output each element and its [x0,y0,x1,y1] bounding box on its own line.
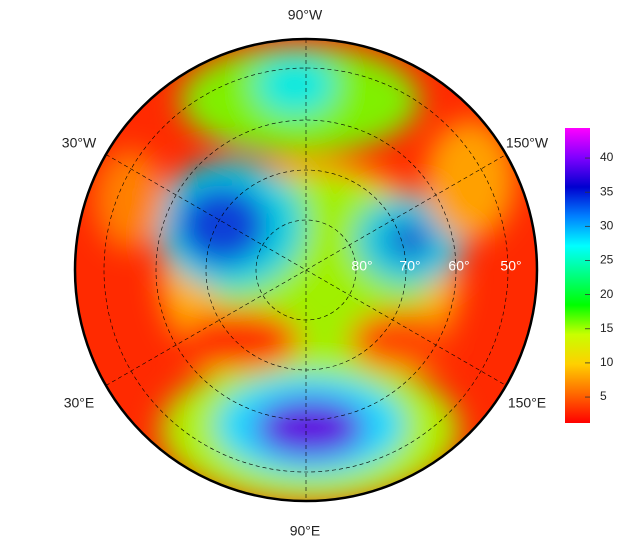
colorbar [565,128,590,423]
colorbar-tick-label: 40 [600,150,614,164]
longitude-label: 150°W [506,135,549,151]
colorbar-tick-label: 20 [600,287,614,301]
field [75,39,537,501]
longitude-label: 30°E [64,395,95,411]
longitude-label: 30°W [62,135,97,151]
latitude-label: 80° [351,258,372,274]
longitude-label: 90°E [290,523,321,539]
colorbar-tick-label: 15 [600,321,614,335]
colorbar-tick-label: 5 [600,389,607,403]
latitude-label: 50° [500,258,521,274]
latitude-label: 60° [448,258,469,274]
colorbar-tick-label: 10 [600,355,614,369]
longitude-label: 150°E [508,395,546,411]
latitude-label: 70° [399,258,420,274]
colorbar-tick-label: 30 [600,219,614,233]
colorbar-tick-label: 25 [600,253,614,267]
colorbar-tick-label: 35 [600,184,614,198]
longitude-label: 90°W [288,7,323,23]
